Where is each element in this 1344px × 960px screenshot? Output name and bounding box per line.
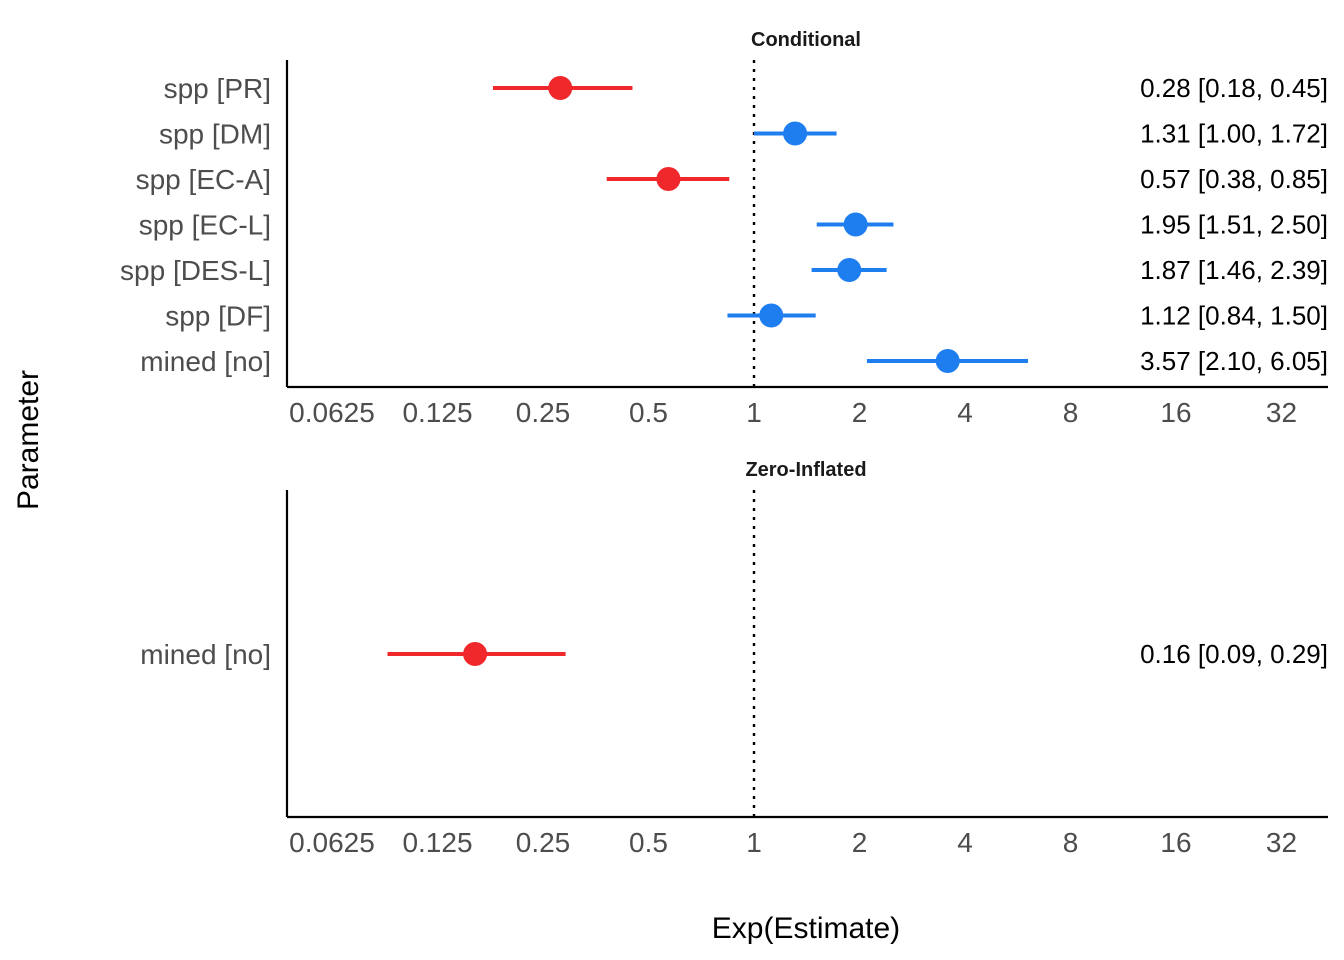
estimate-point-conditional <box>935 349 960 373</box>
x-tick-label-conditional: 8 <box>1063 397 1079 428</box>
x-tick-label-zero-inflated: 1 <box>746 827 762 858</box>
value-label-conditional: 0.28 [0.18, 0.45] <box>1140 73 1328 103</box>
value-label-conditional: 0.57 [0.38, 0.85] <box>1140 164 1328 194</box>
x-tick-label-zero-inflated: 0.125 <box>402 827 472 858</box>
x-tick-label-conditional: 4 <box>957 397 973 428</box>
value-label-conditional: 1.31 [1.00, 1.72] <box>1140 119 1328 149</box>
x-tick-label-zero-inflated: 32 <box>1266 827 1297 858</box>
x-tick-label-conditional: 0.125 <box>402 397 472 428</box>
x-tick-label-zero-inflated: 4 <box>957 827 973 858</box>
panel-title-conditional: Conditional <box>751 29 861 51</box>
x-tick-label-conditional: 0.0625 <box>289 397 375 428</box>
x-tick-label-zero-inflated: 8 <box>1063 827 1079 858</box>
value-label-conditional: 3.57 [2.10, 6.05] <box>1140 346 1328 376</box>
x-tick-label-zero-inflated: 0.0625 <box>289 827 375 858</box>
x-tick-label-conditional: 16 <box>1160 397 1191 428</box>
x-tick-label-conditional: 32 <box>1266 397 1297 428</box>
x-tick-label-conditional: 2 <box>852 397 868 428</box>
x-tick-label-zero-inflated: 2 <box>852 827 868 858</box>
x-tick-label-conditional: 1 <box>746 397 762 428</box>
x-axis-title: Exp(Estimate) <box>712 912 900 945</box>
estimate-point-conditional <box>548 76 573 100</box>
estimate-point-conditional <box>656 167 681 191</box>
y-tick-label-zero-inflated: mined [no] <box>140 639 271 670</box>
y-tick-label-conditional: spp [DES-L] <box>120 255 271 286</box>
value-label-conditional: 1.95 [1.51, 2.50] <box>1140 210 1328 240</box>
value-label-conditional: 1.87 [1.46, 2.39] <box>1140 255 1328 285</box>
estimate-point-zero-inflated <box>463 642 488 666</box>
value-label-zero-inflated: 0.16 [0.09, 0.29] <box>1140 639 1328 669</box>
y-tick-label-conditional: spp [DM] <box>159 119 271 150</box>
value-label-conditional: 1.12 [0.84, 1.50] <box>1140 301 1328 331</box>
y-tick-label-conditional: mined [no] <box>140 346 271 377</box>
y-tick-label-conditional: spp [PR] <box>164 73 271 104</box>
y-tick-label-conditional: spp [EC-A] <box>136 164 271 195</box>
x-tick-label-conditional: 0.5 <box>629 397 668 428</box>
y-tick-label-conditional: spp [DF] <box>165 301 271 332</box>
estimate-point-conditional <box>843 212 868 237</box>
estimate-point-conditional <box>759 303 784 328</box>
x-tick-label-zero-inflated: 0.5 <box>629 827 668 858</box>
panel-title-zero-inflated: Zero-Inflated <box>745 459 866 481</box>
y-axis-title: Parameter <box>12 370 45 510</box>
estimate-point-conditional <box>837 258 862 282</box>
y-tick-label-conditional: spp [EC-L] <box>139 210 271 241</box>
x-tick-label-conditional: 0.25 <box>516 397 571 428</box>
x-tick-label-zero-inflated: 16 <box>1160 827 1191 858</box>
estimate-point-conditional <box>783 121 808 146</box>
x-tick-label-zero-inflated: 0.25 <box>516 827 571 858</box>
